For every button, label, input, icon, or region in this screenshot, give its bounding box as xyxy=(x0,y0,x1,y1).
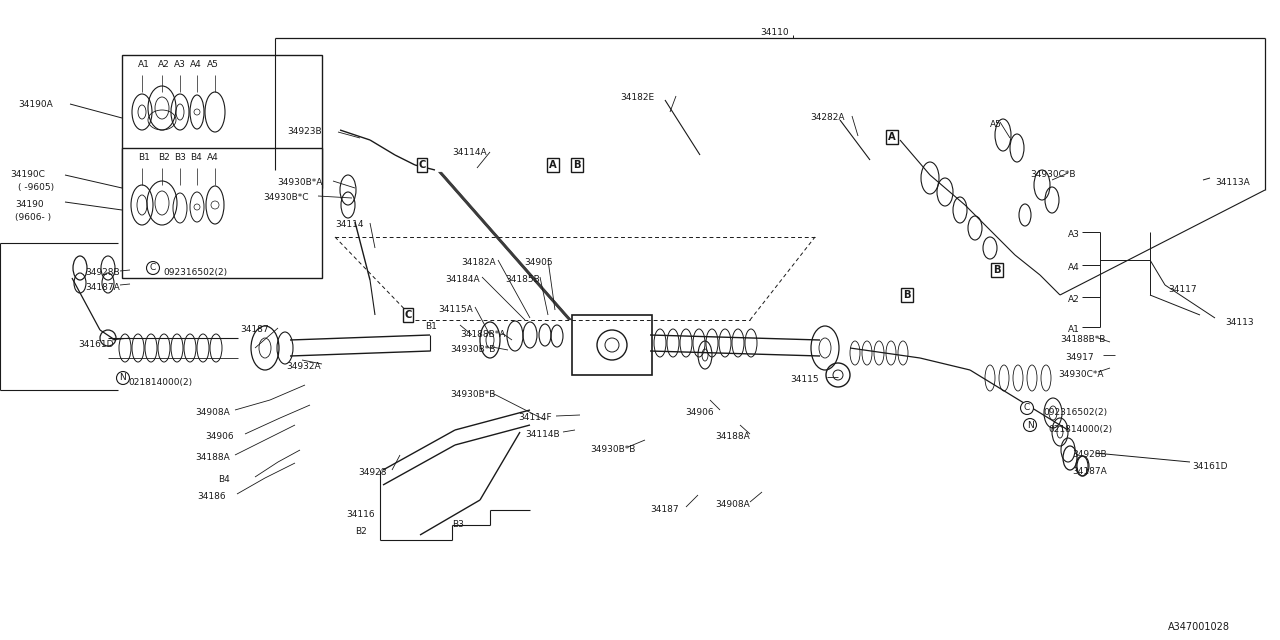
Text: A: A xyxy=(888,132,896,142)
Text: C: C xyxy=(1024,403,1030,413)
Text: 34282A: 34282A xyxy=(810,113,845,122)
Text: 34930B*B: 34930B*B xyxy=(451,390,495,399)
Text: A5: A5 xyxy=(207,60,219,69)
Text: 34161D: 34161D xyxy=(78,340,114,349)
Text: A4: A4 xyxy=(1068,263,1080,272)
Text: 34116: 34116 xyxy=(346,510,375,519)
Text: B3: B3 xyxy=(452,520,463,529)
Text: N: N xyxy=(119,374,127,383)
Text: C: C xyxy=(419,160,426,170)
Text: 34114F: 34114F xyxy=(518,413,552,422)
Text: 34187: 34187 xyxy=(241,325,269,334)
Text: 34115: 34115 xyxy=(790,375,819,384)
Text: 34188B*A: 34188B*A xyxy=(460,330,506,339)
Text: 34110: 34110 xyxy=(760,28,788,37)
Text: 34117: 34117 xyxy=(1169,285,1197,294)
Text: 34932A: 34932A xyxy=(285,362,320,371)
Text: 34182E: 34182E xyxy=(620,93,654,102)
Text: A4: A4 xyxy=(189,60,202,69)
Text: C: C xyxy=(404,310,412,320)
Text: B: B xyxy=(573,160,581,170)
Text: 34930C*A: 34930C*A xyxy=(1059,370,1103,379)
Text: 34930B*C: 34930B*C xyxy=(262,193,308,202)
Text: 34113A: 34113A xyxy=(1215,178,1249,187)
Text: 34182A: 34182A xyxy=(461,258,495,267)
Text: 34186: 34186 xyxy=(197,492,225,501)
Text: N: N xyxy=(1027,420,1033,429)
Text: B4: B4 xyxy=(218,475,229,484)
Text: 34928B: 34928B xyxy=(84,268,119,277)
Text: A1: A1 xyxy=(1068,325,1080,334)
Text: 34190C: 34190C xyxy=(10,170,45,179)
Text: 34917: 34917 xyxy=(1065,353,1093,362)
Text: A5: A5 xyxy=(989,120,1002,129)
Text: 34114: 34114 xyxy=(335,220,364,229)
Text: 021814000(2): 021814000(2) xyxy=(1048,425,1112,434)
Text: 34923B: 34923B xyxy=(287,127,321,136)
Text: 34187A: 34187A xyxy=(84,283,120,292)
Text: 34114B: 34114B xyxy=(525,430,559,439)
Text: 34188A: 34188A xyxy=(716,432,750,441)
Bar xyxy=(122,55,323,188)
Text: ( -9605): ( -9605) xyxy=(18,183,54,192)
Text: 34187A: 34187A xyxy=(1073,467,1107,476)
Text: 34190A: 34190A xyxy=(18,100,52,109)
Text: B3: B3 xyxy=(174,153,186,162)
Text: B2: B2 xyxy=(157,153,170,162)
Text: 34113: 34113 xyxy=(1225,318,1253,327)
Text: B4: B4 xyxy=(189,153,202,162)
Bar xyxy=(122,148,323,278)
Text: A4: A4 xyxy=(207,153,219,162)
Text: B2: B2 xyxy=(355,527,367,536)
Text: 34908A: 34908A xyxy=(195,408,229,417)
Text: C: C xyxy=(150,264,156,273)
Bar xyxy=(572,315,652,375)
Text: 34906: 34906 xyxy=(205,432,234,441)
Text: 34184A: 34184A xyxy=(445,275,480,284)
Text: B1: B1 xyxy=(425,322,436,331)
Text: 34188A: 34188A xyxy=(195,453,229,462)
Text: 34161D: 34161D xyxy=(1192,462,1228,471)
Text: A2: A2 xyxy=(1068,295,1080,304)
Text: B: B xyxy=(993,265,1001,275)
Text: 021814000(2): 021814000(2) xyxy=(128,378,192,387)
Text: A3: A3 xyxy=(1068,230,1080,239)
Text: A2: A2 xyxy=(157,60,170,69)
Text: A3: A3 xyxy=(174,60,186,69)
Text: 34928B: 34928B xyxy=(1073,450,1107,459)
Text: B: B xyxy=(904,290,911,300)
Text: 34905: 34905 xyxy=(524,258,553,267)
Text: 34928: 34928 xyxy=(358,468,387,477)
Text: 34188B*B: 34188B*B xyxy=(1060,335,1106,344)
Text: 34114A: 34114A xyxy=(452,148,486,157)
Text: 092316502(2): 092316502(2) xyxy=(163,268,227,277)
Text: 092316502(2): 092316502(2) xyxy=(1043,408,1107,417)
Text: 34930B*B: 34930B*B xyxy=(590,445,635,454)
Text: 34908A: 34908A xyxy=(716,500,750,509)
Text: B1: B1 xyxy=(138,153,150,162)
Text: A1: A1 xyxy=(138,60,150,69)
Text: 34930B*A: 34930B*A xyxy=(276,178,323,187)
Text: 34190: 34190 xyxy=(15,200,44,209)
Text: 34906: 34906 xyxy=(685,408,714,417)
Text: 34185B: 34185B xyxy=(506,275,540,284)
Text: 34930C*B: 34930C*B xyxy=(1030,170,1075,179)
Text: 34930B*B: 34930B*B xyxy=(451,345,495,354)
Text: A: A xyxy=(549,160,557,170)
Text: (9606- ): (9606- ) xyxy=(15,213,51,222)
Text: A347001028: A347001028 xyxy=(1169,622,1230,632)
Text: 34115A: 34115A xyxy=(438,305,472,314)
Text: 34187: 34187 xyxy=(650,505,678,514)
